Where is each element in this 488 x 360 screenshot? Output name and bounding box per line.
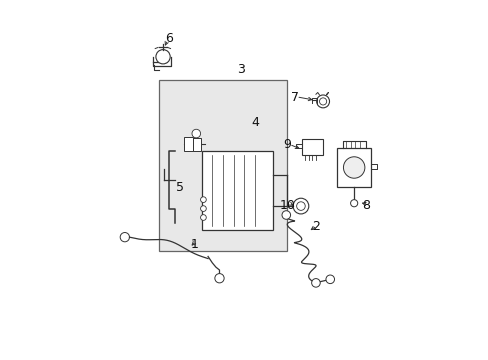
Bar — [159, 80, 287, 251]
Bar — [337, 148, 370, 187]
Circle shape — [311, 279, 320, 287]
Circle shape — [325, 275, 334, 284]
Circle shape — [200, 206, 206, 211]
Circle shape — [192, 129, 200, 138]
Circle shape — [350, 200, 357, 207]
Circle shape — [296, 202, 305, 210]
Circle shape — [200, 197, 206, 203]
Text: 3: 3 — [237, 63, 244, 76]
Circle shape — [343, 157, 364, 178]
Circle shape — [120, 233, 129, 242]
Text: 4: 4 — [251, 116, 259, 129]
Text: 10: 10 — [279, 198, 295, 212]
Text: 9: 9 — [283, 138, 291, 151]
Circle shape — [214, 274, 224, 283]
Text: 5: 5 — [176, 181, 184, 194]
Circle shape — [282, 211, 290, 219]
Text: 8: 8 — [361, 198, 369, 212]
Circle shape — [316, 95, 329, 108]
Text: 2: 2 — [311, 220, 319, 233]
Circle shape — [319, 98, 326, 105]
Text: 7: 7 — [290, 91, 298, 104]
Bar — [301, 139, 323, 155]
Circle shape — [156, 50, 170, 64]
Circle shape — [200, 215, 206, 220]
Bar — [183, 137, 192, 152]
Circle shape — [292, 198, 308, 214]
Bar — [192, 138, 200, 151]
Text: 1: 1 — [190, 238, 198, 251]
Bar — [201, 152, 272, 230]
Text: 6: 6 — [165, 32, 173, 45]
